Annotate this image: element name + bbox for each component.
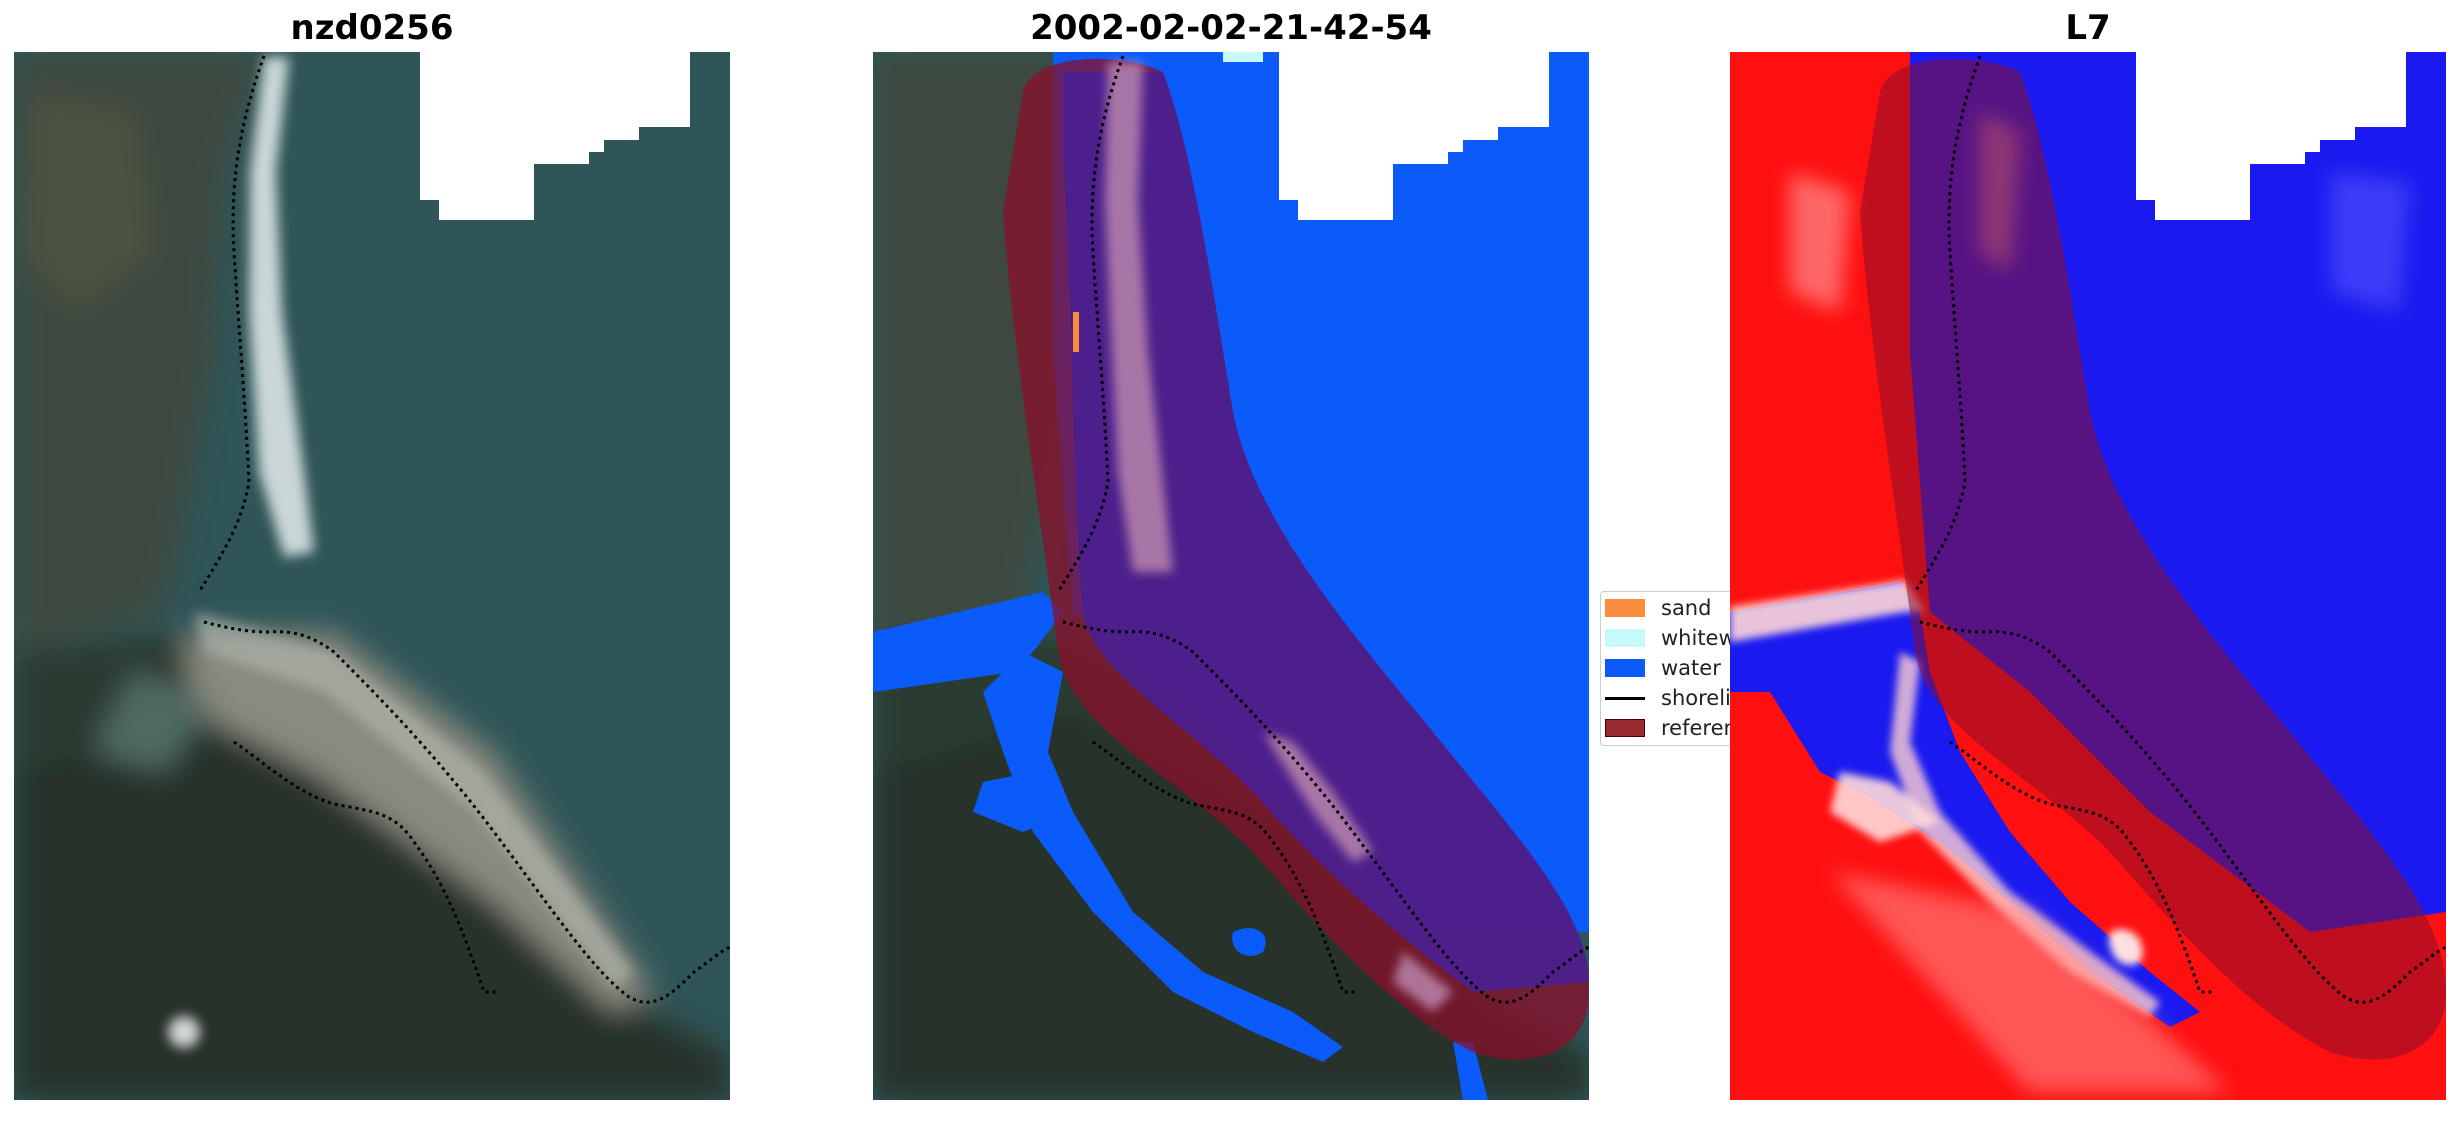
legend-item-shoreline: shoreline [1605,684,1739,712]
panel-title-classified: 2002-02-02-21-42-54 [1030,8,1432,48]
legend-label-shoreline: shoreline [1661,686,1739,710]
shoreline-line-swatch [1605,696,1645,700]
legend-item-reference: reference [1605,714,1739,742]
legend-item-whitewater: whitewater [1605,624,1739,652]
legend-label-water: water [1661,656,1721,680]
legend: sand whitewater water shoreline referenc… [1600,591,1740,746]
legend-item-water: water [1605,654,1721,682]
classified-image [873,52,1589,1100]
water-swatch [1605,659,1645,677]
legend-label-sand: sand [1661,596,1712,620]
panel-title-rgb: nzd0256 [290,8,454,48]
legend-label-whitewater: whitewater [1661,626,1739,650]
sand-swatch [1605,599,1645,617]
reference-swatch [1605,719,1645,737]
l7-index-image [1730,52,2446,1100]
whitewater-swatch [1605,629,1645,647]
legend-label-reference: reference [1661,716,1739,740]
satellite-rgb-image [14,52,730,1100]
legend-item-sand: sand [1605,594,1711,622]
panel-title-index: L7 [2065,8,2111,48]
